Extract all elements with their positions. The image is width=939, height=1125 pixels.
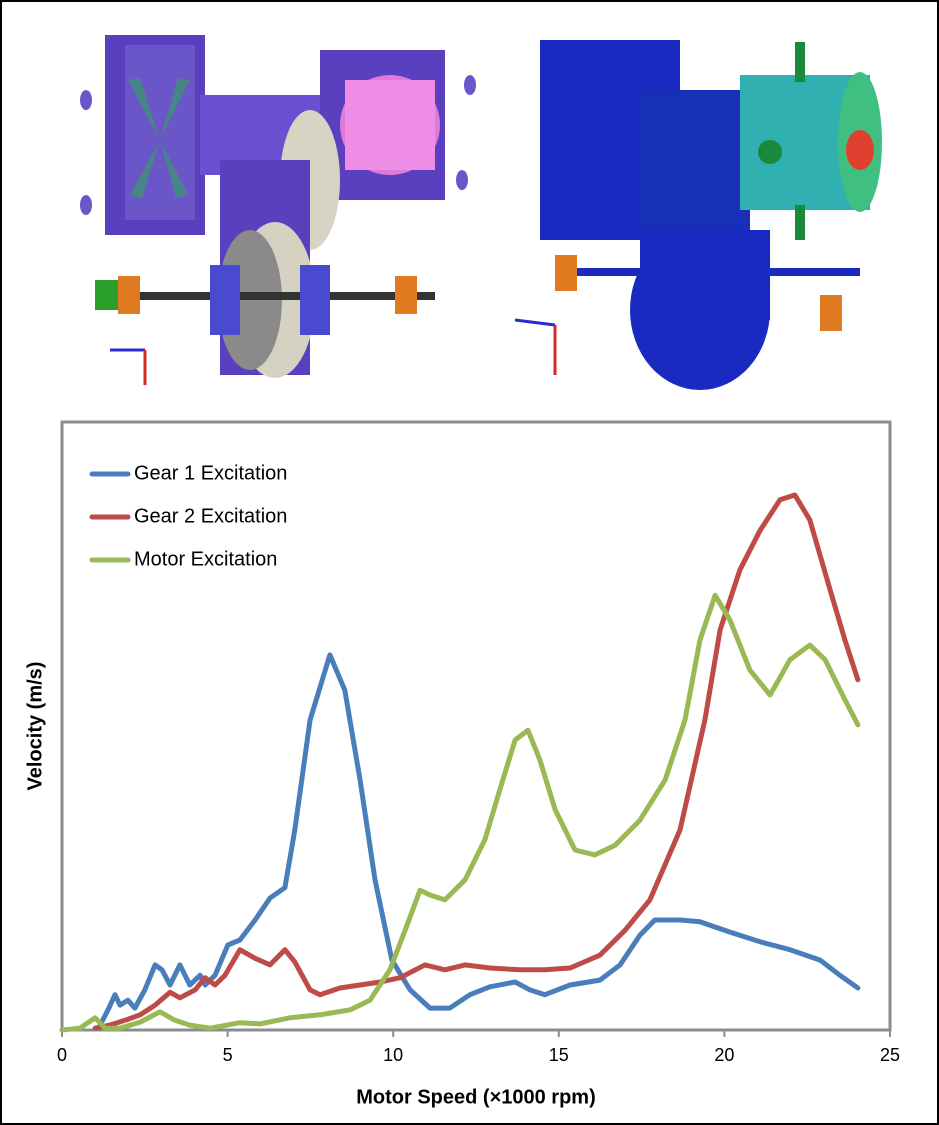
figure: Motor Speed (×1000 rpm) Velocity (m/s) 0…	[0, 0, 939, 1125]
x-tick-label: 10	[383, 1045, 403, 1065]
legend-label: Motor Excitation	[134, 548, 277, 570]
legend-label: Gear 2 Excitation	[134, 505, 287, 527]
legend-label: Gear 1 Excitation	[134, 462, 287, 484]
x-axis-label: Motor Speed (×1000 rpm)	[356, 1086, 596, 1108]
x-tick-label: 0	[57, 1045, 67, 1065]
x-tick-label: 5	[223, 1045, 233, 1065]
page: Motor Speed (×1000 rpm) Velocity (m/s) 0…	[0, 0, 939, 1125]
x-tick-label: 15	[549, 1045, 569, 1065]
x-tick-label: 20	[714, 1045, 734, 1065]
y-axis-label: Velocity (m/s)	[24, 662, 46, 791]
x-tick-label: 25	[880, 1045, 900, 1065]
